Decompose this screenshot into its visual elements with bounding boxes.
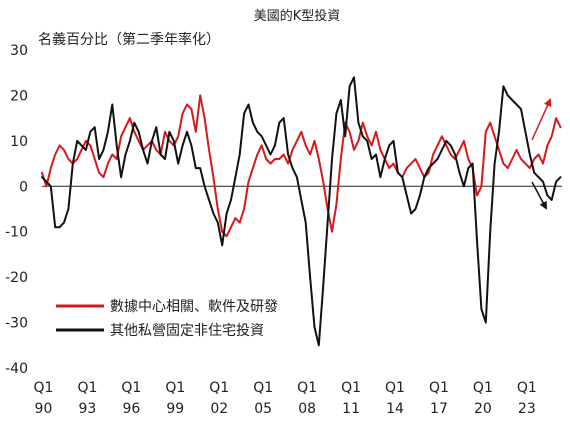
x-tick-quarter: Q1 — [209, 380, 229, 396]
x-tick-year: 93 — [78, 401, 96, 417]
x-axis: Q1 90 Q1 93 Q1 96 Q1 99 Q1 02 Q1 05 Q1 08 Q1 11 Q1 14 Q1 17… — [33, 380, 536, 417]
trend-arrows — [531, 98, 552, 210]
x-tick-quarter: Q1 — [517, 380, 537, 396]
x-tick-quarter: Q1 — [385, 380, 405, 396]
x-tick-year: 90 — [35, 401, 53, 417]
x-tick-quarter: Q1 — [33, 380, 53, 396]
y-axis: 30 20 10 0 -10 -20 -30 -40 — [5, 43, 562, 377]
x-tick-quarter: Q1 — [165, 380, 185, 396]
x-tick-year: 14 — [386, 401, 404, 417]
red-up-arrow — [531, 98, 552, 141]
chart-title: 美國的K型投資 — [254, 8, 341, 24]
y-tick-label: -10 — [5, 225, 28, 241]
y-tick-label: -20 — [5, 270, 28, 286]
x-tick-year: 23 — [518, 401, 536, 417]
y-tick-label: 20 — [10, 88, 28, 104]
x-tick-quarter: Q1 — [77, 380, 97, 396]
x-tick-quarter: Q1 — [429, 380, 449, 396]
y-tick-label: 10 — [10, 134, 28, 150]
series-layer — [41, 76, 562, 347]
black-down-arrow — [531, 181, 547, 210]
x-tick-quarter: Q1 — [341, 380, 361, 396]
legend-label: 其他私營固定非住宅投資 — [110, 323, 264, 339]
x-tick-quarter: Q1 — [253, 380, 273, 396]
x-tick-quarter: Q1 — [121, 380, 141, 396]
x-tick-year: 08 — [298, 401, 316, 417]
y-tick-label: 0 — [19, 179, 28, 195]
y-tick-label: -30 — [5, 316, 28, 332]
chart-subtitle: 名義百分比（第二季年率化） — [38, 31, 220, 48]
legend-label: 數據中心相關、軟件及研發 — [110, 299, 278, 315]
x-tick-year: 99 — [166, 401, 184, 417]
x-tick-year: 02 — [210, 401, 228, 417]
x-tick-year: 17 — [430, 401, 448, 417]
y-tick-label: 30 — [10, 43, 28, 59]
x-tick-year: 20 — [474, 401, 492, 417]
y-tick-label: -40 — [5, 361, 28, 377]
x-tick-quarter: Q1 — [297, 380, 317, 396]
x-tick-year: 96 — [122, 401, 140, 417]
x-tick-quarter: Q1 — [473, 380, 493, 396]
series-line-other-business-investment — [41, 76, 562, 347]
x-tick-year: 11 — [342, 401, 360, 417]
x-tick-year: 05 — [254, 401, 272, 417]
